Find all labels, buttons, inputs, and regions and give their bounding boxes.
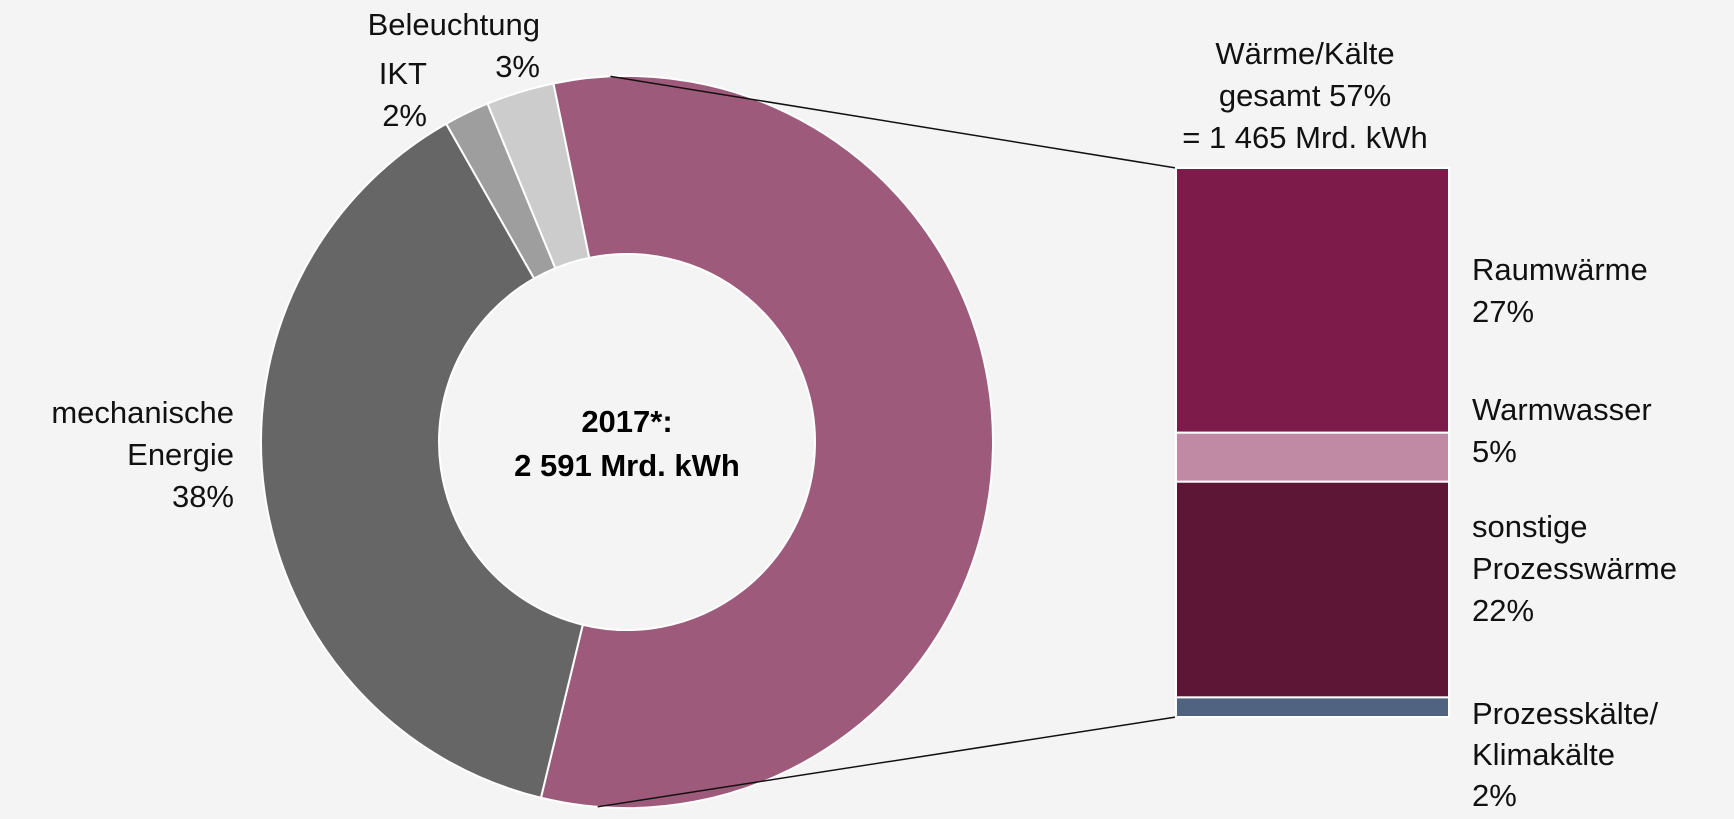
slice-label: IKT 2% (379, 53, 427, 137)
label-text: IKT (378, 56, 427, 91)
donut-slice (486, 82, 591, 270)
bar-label: Raumwärme 27% (1472, 249, 1648, 333)
label-text: sonstige Prozesswärme (1472, 509, 1677, 586)
label-text: 22% (1472, 593, 1535, 628)
label-text: 3% (495, 49, 540, 84)
bar-segment (1175, 431, 1450, 483)
label-text: 5% (1472, 434, 1517, 469)
label-text: mechanische Energie (51, 395, 234, 472)
bar-label: Prozesskälte/ Klimakälte 2% (1472, 693, 1658, 816)
label-text: Beleuchtung (367, 7, 540, 42)
label-text: 27% (1472, 294, 1535, 329)
label-text: Wärme/Kälte (1215, 36, 1395, 71)
label-text: Prozesskälte/ Klimakälte (1472, 696, 1659, 772)
label-text: = 1 465 Mrd. kWh (1182, 120, 1428, 155)
label-text: 2% (1472, 778, 1517, 813)
bar-segment (1175, 696, 1450, 719)
bar-segment (1175, 167, 1450, 434)
slice-label: Beleuchtung 3% (368, 4, 540, 88)
connector-line (610, 75, 1177, 169)
label-text: Raumwärme (1472, 252, 1648, 287)
bar-label: Warmwasser 5% (1472, 389, 1652, 473)
label-text: Warmwasser (1472, 392, 1652, 427)
label-text: 2% (382, 98, 427, 133)
donut-slice (539, 75, 994, 809)
label-text: gesamt 57% (1218, 78, 1392, 113)
bar-label: sonstige Prozesswärme 22% (1472, 506, 1677, 632)
donut-slice (260, 122, 584, 799)
slice-label: mechanische Energie 38% (51, 392, 234, 518)
slice-label: Wärme/Kälte gesamt 57% = 1 465 Mrd. kWh (1105, 33, 1505, 159)
bar-segment (1175, 480, 1450, 699)
connector-line (597, 716, 1177, 808)
center-label: 2017*: 2 591 Mrd. kWh (514, 404, 740, 483)
label-text: 38% (171, 479, 234, 514)
